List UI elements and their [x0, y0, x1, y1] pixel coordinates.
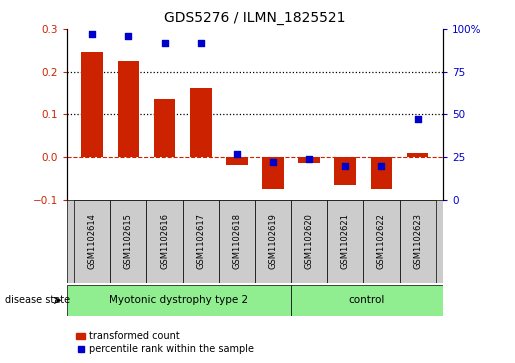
Bar — [291, 285, 443, 316]
Text: control: control — [349, 295, 385, 305]
Bar — [371, 157, 392, 189]
Text: GSM1102616: GSM1102616 — [160, 213, 169, 269]
Bar — [81, 53, 103, 157]
Point — [377, 163, 386, 168]
Legend: transformed count, percentile rank within the sample: transformed count, percentile rank withi… — [72, 327, 258, 358]
Bar — [298, 157, 320, 163]
Bar — [146, 200, 183, 283]
Bar — [262, 157, 284, 189]
Bar — [190, 88, 212, 157]
Text: GSM1102623: GSM1102623 — [413, 213, 422, 269]
Point — [414, 117, 422, 122]
Text: GSM1102614: GSM1102614 — [88, 213, 97, 269]
Bar — [183, 200, 219, 283]
Point — [197, 40, 205, 46]
Bar — [117, 61, 139, 157]
Text: disease state: disease state — [5, 295, 70, 305]
Bar — [400, 200, 436, 283]
Text: GSM1102618: GSM1102618 — [232, 213, 242, 269]
Text: GSM1102617: GSM1102617 — [196, 213, 205, 269]
Bar — [67, 285, 291, 316]
Title: GDS5276 / ILMN_1825521: GDS5276 / ILMN_1825521 — [164, 11, 346, 25]
Bar — [327, 200, 364, 283]
Point — [305, 156, 313, 162]
Point — [233, 151, 241, 156]
Text: Myotonic dystrophy type 2: Myotonic dystrophy type 2 — [110, 295, 249, 305]
Text: GSM1102615: GSM1102615 — [124, 213, 133, 269]
Bar — [219, 200, 255, 283]
Bar — [291, 200, 327, 283]
Bar — [364, 200, 400, 283]
Text: GSM1102619: GSM1102619 — [268, 213, 278, 269]
Bar — [334, 157, 356, 185]
Bar — [110, 200, 146, 283]
Point — [161, 40, 169, 46]
Point — [88, 31, 96, 37]
Bar — [74, 200, 110, 283]
Bar — [226, 157, 248, 165]
Bar — [407, 153, 428, 157]
Text: GSM1102622: GSM1102622 — [377, 213, 386, 269]
Point — [341, 163, 349, 168]
Point — [269, 159, 277, 165]
Text: GSM1102621: GSM1102621 — [341, 213, 350, 269]
Text: GSM1102620: GSM1102620 — [305, 213, 314, 269]
Bar — [255, 200, 291, 283]
Bar — [153, 99, 176, 157]
Point — [124, 33, 132, 39]
